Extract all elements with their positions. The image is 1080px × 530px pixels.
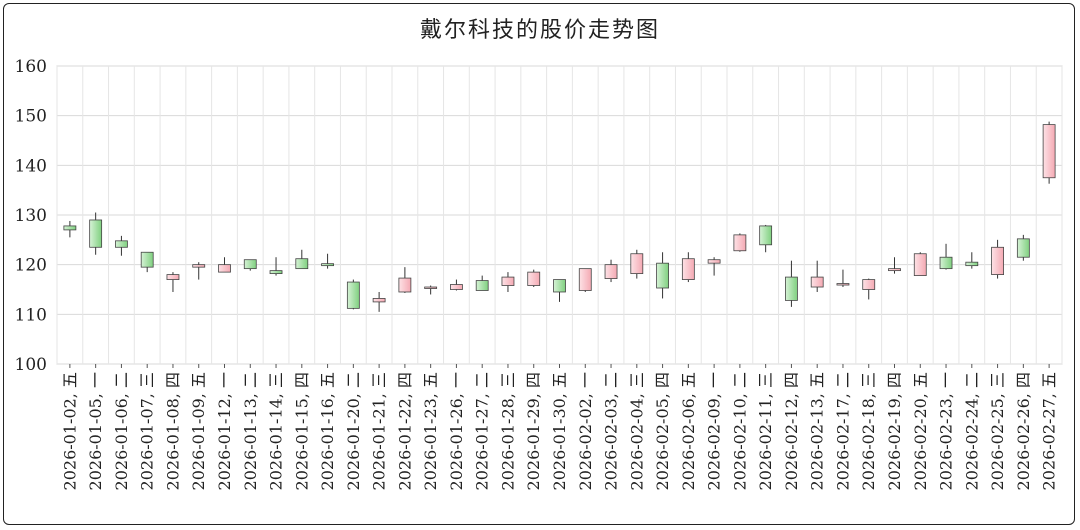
candle-body-up: [166, 274, 180, 280]
y-tick-label: 100: [15, 355, 47, 375]
x-tick-label: 2026-01-22, 四: [395, 372, 414, 490]
y-tick-label: 130: [15, 206, 47, 226]
y-tick-label: 140: [15, 156, 47, 176]
x-tick-label: 2026-02-18, 三: [859, 372, 878, 490]
x-tick-label: 2026-02-03, 二: [602, 372, 621, 490]
candle-body-down: [115, 240, 128, 248]
candle-body-up: [1042, 124, 1056, 179]
x-tick-label: 2026-02-13, 五: [808, 372, 827, 490]
x-tick-label: 2026-01-28, 三: [498, 372, 517, 490]
candle-body-up: [630, 253, 644, 275]
x-tick-label: 2026-01-09, 五: [189, 372, 208, 490]
candle-body-down: [243, 259, 257, 270]
y-tick-label: 150: [15, 107, 47, 127]
x-tick-label: 2026-02-05, 四: [653, 372, 672, 490]
x-tick-label: 2026-01-27, 二: [473, 372, 492, 490]
candle-body-down: [965, 261, 979, 267]
candle-body-down: [140, 251, 154, 268]
x-tick-label: 2026-01-21, 三: [370, 372, 389, 490]
candle-body-up: [501, 276, 515, 286]
candle-body-down: [295, 258, 309, 270]
candle-body-up: [450, 284, 463, 290]
candle-body-up: [527, 271, 541, 286]
y-tick-label: 160: [15, 57, 47, 77]
candle-body-up: [424, 286, 438, 289]
x-tick-label: 2026-01-20, 二: [344, 372, 363, 490]
x-tick-label: 2026-01-26, 一: [447, 372, 466, 490]
x-tick-label: 2026-01-02, 五: [60, 372, 79, 490]
x-tick-label: 2026-02-25, 三: [988, 372, 1007, 490]
x-tick-label: 2026-01-08, 四: [163, 372, 182, 490]
x-tick-label: 2026-02-11, 三: [756, 372, 775, 490]
candle-body-down: [656, 262, 669, 289]
x-tick-label: 2026-02-09, 一: [705, 372, 724, 490]
y-tick-label: 120: [15, 256, 47, 276]
x-tick-label: 2026-02-23, 一: [937, 372, 956, 490]
candle-body-up: [578, 268, 592, 291]
chart-title: 戴尔科技的股价走势图: [419, 18, 660, 43]
candle-body-down: [785, 276, 798, 301]
x-tick-label: 2026-01-23, 五: [421, 372, 440, 490]
x-tick-label: 2026-02-20, 五: [911, 372, 930, 490]
candle-body-down: [475, 280, 489, 291]
candle-body-down: [269, 270, 283, 275]
x-tick-label: 2026-02-19, 四: [885, 372, 904, 490]
x-tick-label: 2026-02-02, 一: [576, 372, 595, 490]
candle-body-up: [991, 246, 1004, 276]
candle-body-down: [89, 219, 103, 248]
candle-body-up: [192, 264, 206, 268]
x-tick-label: 2026-02-26, 四: [1014, 372, 1033, 490]
candle-body-up: [707, 259, 721, 264]
x-tick-label: 2026-01-13, 二: [241, 372, 260, 490]
candle-body-down: [1016, 238, 1030, 258]
candle-body-up: [681, 258, 695, 280]
x-tick-label: 2026-01-30, 五: [550, 372, 569, 490]
x-tick-label: 2026-02-10, 二: [730, 372, 749, 490]
x-tick-label: 2026-01-05, 一: [86, 372, 105, 490]
x-tick-label: 2026-02-12, 四: [782, 372, 801, 490]
candle-body-up: [810, 276, 824, 288]
x-tick-label: 2026-01-15, 四: [292, 372, 311, 490]
x-tick-label: 2026-02-04, 三: [627, 372, 646, 490]
candle-body-up: [218, 264, 231, 273]
y-tick-label: 110: [15, 305, 47, 325]
x-tick-label: 2026-01-06, 二: [112, 372, 131, 490]
candle-body-up: [836, 283, 850, 286]
candle-body-up: [862, 279, 876, 290]
x-tick-label: 2026-01-14, 三: [267, 372, 286, 490]
x-tick-label: 2026-01-29, 四: [524, 372, 543, 490]
x-tick-label: 2026-02-27, 五: [1040, 372, 1059, 490]
candle-body-up: [733, 234, 747, 252]
candle-body-up: [372, 298, 386, 303]
candle-body-up: [398, 277, 412, 293]
x-tick-label: 2026-02-17, 二: [833, 372, 852, 490]
candle-body-up: [913, 253, 927, 276]
candle-body-down: [553, 279, 566, 293]
x-tick-label: 2026-01-07, 三: [138, 372, 157, 490]
candle-body-down: [321, 263, 334, 267]
candle-body-down: [63, 225, 77, 231]
x-tick-label: 2026-02-06, 五: [679, 372, 698, 490]
candle-body-down: [939, 256, 953, 270]
x-tick-label: 2026-01-16, 五: [318, 372, 337, 490]
x-tick-label: 2026-01-12, 一: [215, 372, 234, 490]
x-tick-label: 2026-02-24, 二: [962, 372, 981, 490]
candle-body-up: [888, 268, 901, 272]
candle-body-down: [759, 225, 773, 246]
candle-body-down: [346, 281, 360, 309]
candle-body-up: [604, 264, 618, 279]
